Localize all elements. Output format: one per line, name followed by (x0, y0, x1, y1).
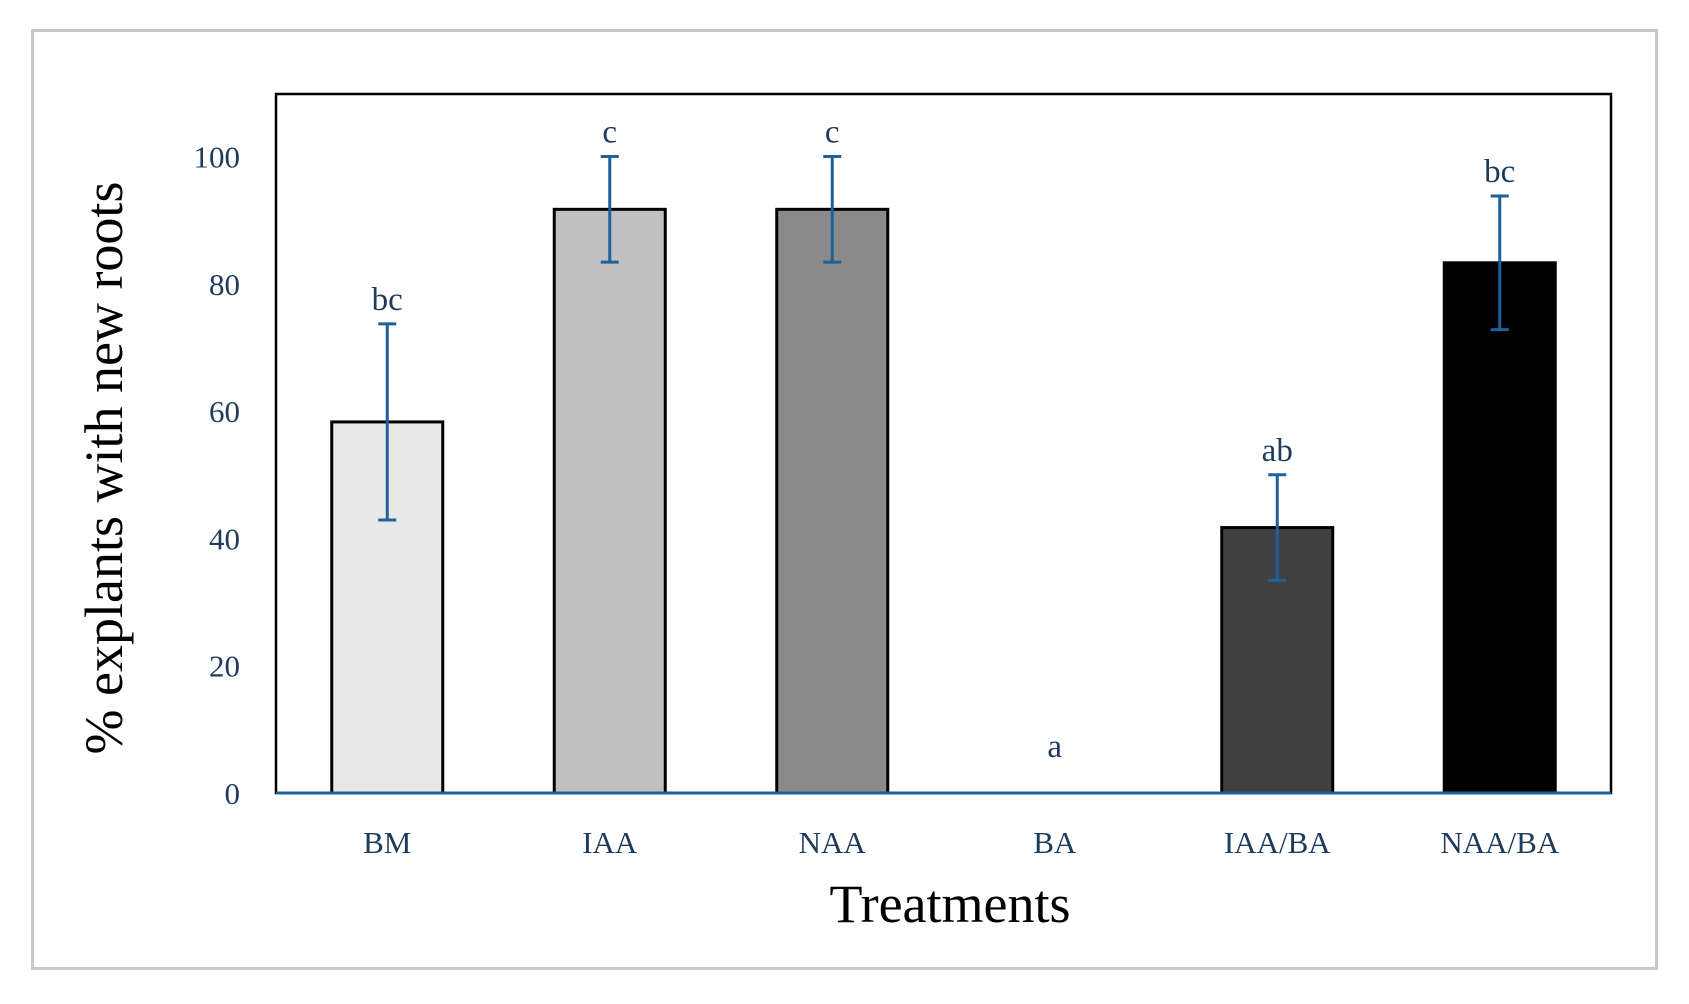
plot-area (274, 92, 1613, 795)
bars (330, 207, 1557, 795)
error-bars (378, 155, 1509, 582)
significance-label: a (1047, 729, 1062, 765)
bar-iaa (552, 207, 667, 795)
significance-label: ab (1262, 433, 1293, 469)
significance-label: c (825, 115, 840, 151)
x-tick-label: BM (363, 825, 411, 860)
y-tick-label: 80 (209, 267, 240, 302)
y-tick-label: 100 (194, 140, 241, 175)
y-tick-label: 20 (209, 649, 240, 684)
category-labels: BM IAA NAA BA IAA/BA NAA/BA (363, 825, 1560, 860)
x-axis-title: Treatments (830, 874, 1071, 934)
significance-label: bc (372, 282, 403, 318)
x-tick-label: IAA/BA (1224, 825, 1331, 860)
x-tick-label: NAA/BA (1440, 825, 1559, 860)
x-tick-label: IAA (582, 825, 638, 860)
y-tick-label: 60 (209, 394, 240, 429)
significance-labels: bc c c a ab bc (372, 115, 1516, 766)
bar-naa (775, 207, 890, 795)
significance-label: bc (1484, 154, 1515, 190)
significance-label: c (602, 115, 617, 151)
bar-naa-ba (1442, 261, 1557, 795)
x-tick-label: BA (1033, 825, 1077, 860)
y-tick-label: 0 (225, 776, 241, 811)
y-axis-title: % explants with new roots (74, 182, 134, 755)
y-tick-label: 40 (209, 521, 240, 556)
y-axis-ticks: 0 20 40 60 80 100 (194, 140, 241, 812)
x-tick-label: NAA (799, 825, 867, 860)
